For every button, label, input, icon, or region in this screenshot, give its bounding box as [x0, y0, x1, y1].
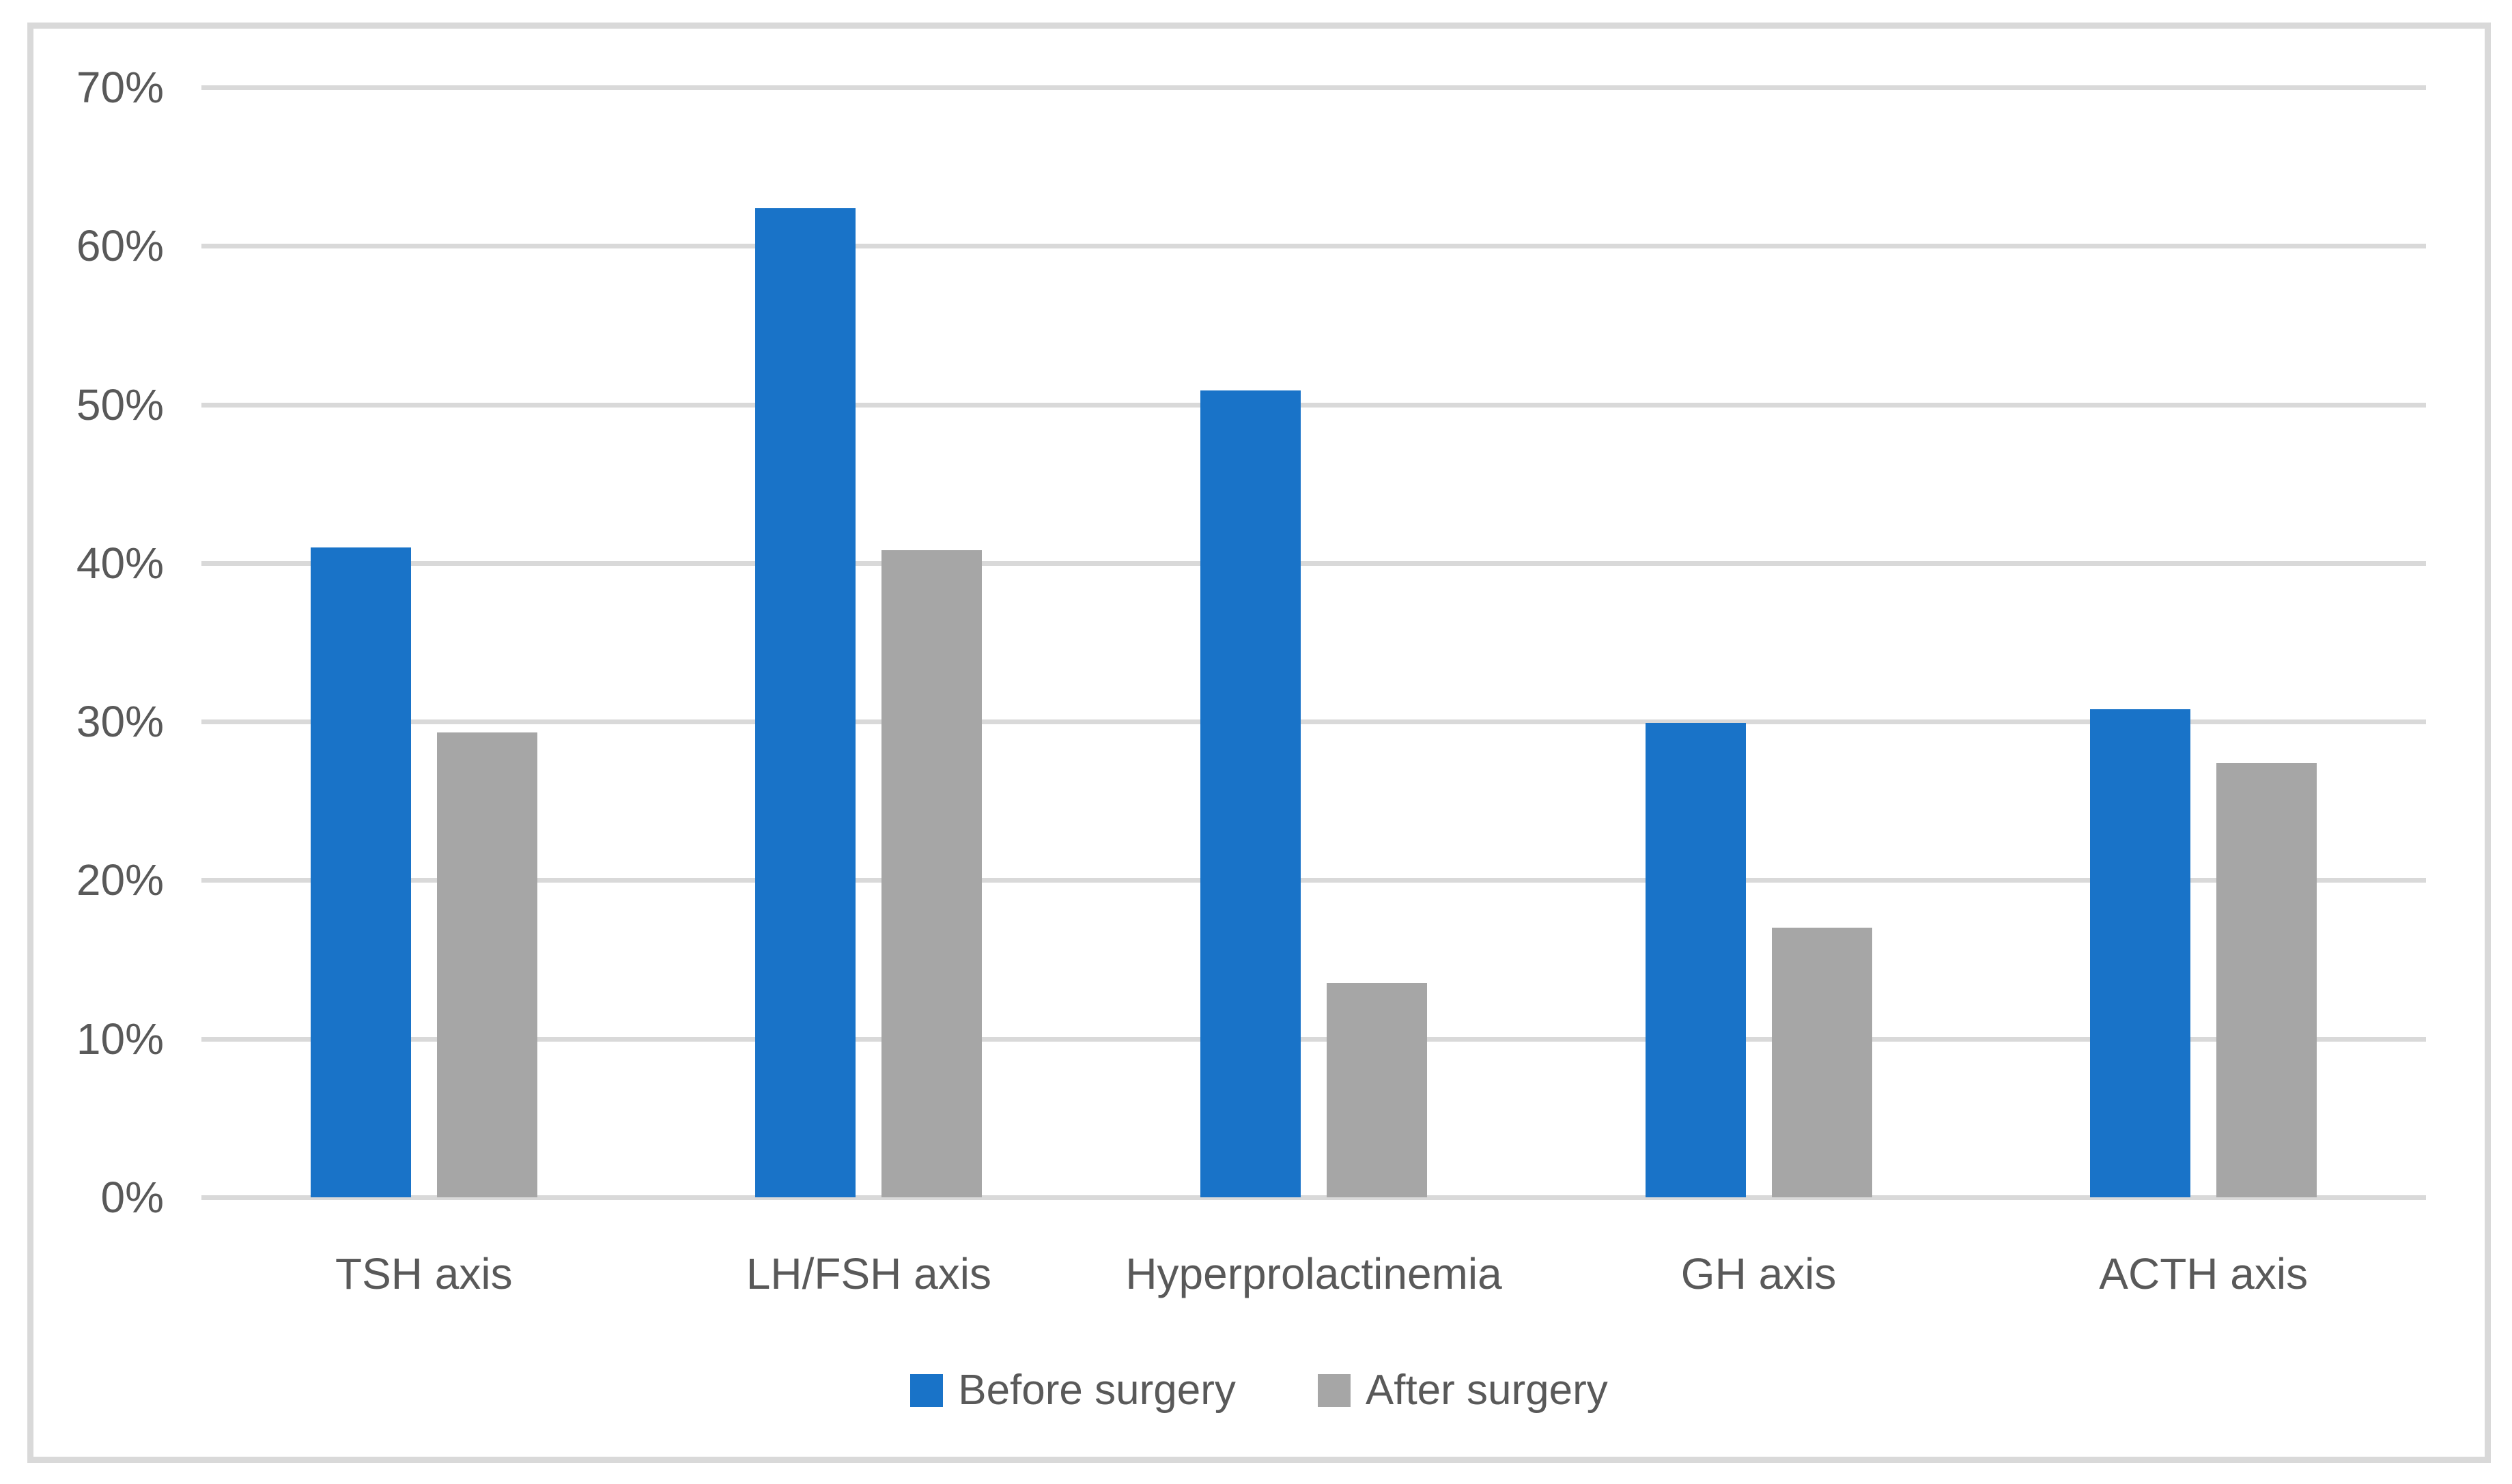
legend-label-after-surgery: After surgery — [1365, 1367, 1608, 1414]
gridline-30 — [201, 719, 2426, 725]
x-category-label-tsh-axis: TSH axis — [335, 1249, 513, 1298]
x-category-label-hyperprolactinemia: Hyperprolactinemia — [1125, 1249, 1502, 1298]
y-tick-label-60: 60% — [76, 221, 164, 271]
x-axis-baseline — [201, 1195, 2426, 1200]
chart-legend: Before surgery After surgery — [33, 1367, 2485, 1414]
gridline-70 — [201, 85, 2426, 90]
bar-after-surgery-lh-fsh-axis — [881, 550, 983, 1197]
x-category-label-gh-axis: GH axis — [1680, 1249, 1837, 1298]
y-tick-label-20: 20% — [76, 855, 164, 905]
y-tick-label-50: 50% — [76, 380, 164, 429]
bar-before-surgery-lh-fsh-axis — [755, 208, 856, 1197]
bar-before-surgery-tsh-axis — [310, 547, 411, 1197]
bar-before-surgery-gh-axis — [1645, 723, 1746, 1197]
bar-before-surgery-hyperprolactinemia — [1200, 390, 1301, 1197]
legend-label-before-surgery: Before surgery — [958, 1367, 1236, 1414]
gridline-50 — [201, 402, 2426, 408]
legend-item-before-surgery: Before surgery — [910, 1367, 1236, 1414]
bar-after-surgery-acth-axis — [2216, 763, 2317, 1197]
bar-after-surgery-gh-axis — [1771, 928, 1872, 1197]
bar-after-surgery-hyperprolactinemia — [1327, 983, 1427, 1197]
y-tick-label-30: 30% — [76, 697, 164, 747]
x-category-label-acth-axis: ACTH axis — [2099, 1249, 2309, 1298]
legend-item-after-surgery: After surgery — [1317, 1367, 1608, 1414]
bar-before-surgery-acth-axis — [2090, 709, 2191, 1197]
legend-swatch-after-surgery — [1317, 1374, 1351, 1407]
y-tick-label-0: 0% — [100, 1173, 165, 1222]
gridline-40 — [201, 560, 2426, 566]
gridline-60 — [201, 244, 2426, 249]
plot-area — [201, 85, 2426, 1200]
gridline-20 — [201, 878, 2426, 883]
legend-swatch-before-surgery — [910, 1374, 944, 1407]
bar-after-surgery-tsh-axis — [436, 732, 537, 1197]
y-tick-label-70: 70% — [76, 63, 164, 112]
y-tick-label-40: 40% — [76, 538, 164, 588]
y-tick-label-10: 10% — [76, 1014, 164, 1064]
gridline-10 — [201, 1036, 2426, 1042]
x-category-label-lh-fsh-axis: LH/FSH axis — [746, 1249, 991, 1298]
